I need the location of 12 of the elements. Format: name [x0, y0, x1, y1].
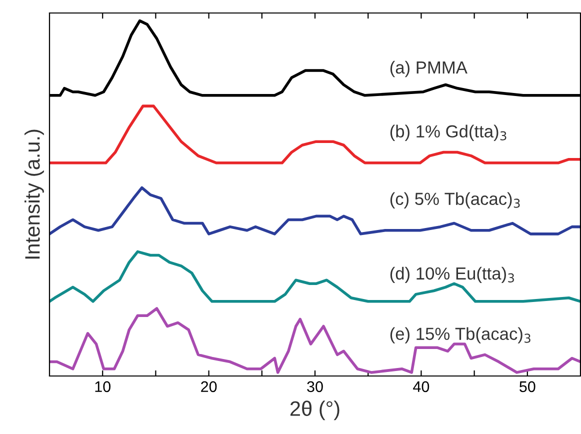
series-label: (c) 5% Tb(acac)$_{3}$	[390, 192, 520, 208]
x-tick-label: 40	[413, 381, 430, 392]
series-label: (b) 1% Gd(tta)$_{3}$	[390, 124, 506, 141]
x-tick-label: 20	[201, 381, 217, 392]
x-tick-label: 50	[520, 381, 536, 392]
series-label: (d) 10% Eu(tta)$_{3}$	[390, 266, 514, 284]
y-axis-title: Intensity (a.u.)	[24, 130, 44, 259]
x-tick-label: 30	[307, 381, 323, 392]
series-label: (a) PMMA	[390, 60, 468, 78]
x-axis-title: 2θ (°)	[290, 400, 340, 420]
x-tick-label: 10	[95, 381, 110, 392]
series-label: (e) 15% Tb(acac)$_{3}$	[390, 327, 530, 344]
